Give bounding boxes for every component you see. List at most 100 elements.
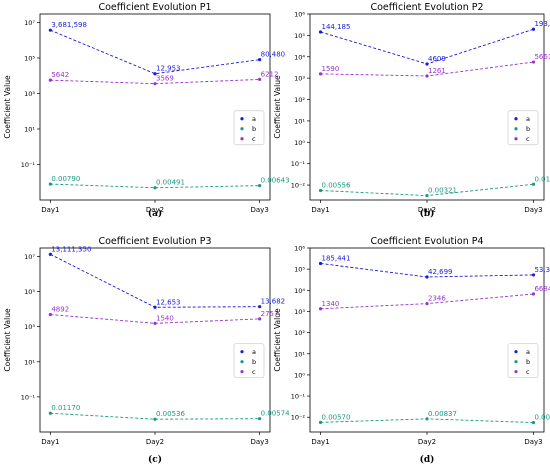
x-tick-label: Day3 [524, 438, 542, 446]
chart-panel-1: Coefficient Evolution P1 Coefficient Valu… [3, 2, 290, 219]
plot-frame [39, 13, 271, 201]
plot-frame [309, 13, 545, 201]
series-a: 13,111,350 12,653 13,682 [48, 245, 285, 309]
series-b: 0.00790 0.00491 0.00643 [48, 175, 290, 190]
series-line [320, 28, 534, 65]
data-point [258, 58, 262, 62]
legend-label: c [252, 368, 256, 376]
y-tick-label: 10⁷ [24, 19, 35, 27]
series-c: 1340 2346 6684 [318, 285, 550, 311]
y-axis-label: Coefficient Value [3, 308, 12, 372]
x-tick-label: Day1 [41, 438, 59, 446]
series-b: 0.01170 0.00536 0.00574 [48, 404, 290, 421]
data-label: 2757 [261, 310, 279, 318]
y-tick-label: 10⁶ [294, 11, 305, 19]
legend-box [233, 110, 265, 146]
data-label: 0.01090 [534, 175, 550, 183]
data-label: 12,953 [156, 65, 181, 73]
y-tick-label: 10¹ [294, 350, 305, 358]
data-label: 1590 [322, 65, 340, 73]
legend-marker [240, 137, 244, 141]
legend-label: c [252, 135, 256, 143]
chart-title: Coefficient Evolution P2 [370, 2, 483, 13]
legend-box [507, 110, 539, 146]
data-label: 0.00837 [428, 410, 457, 418]
legend: abc [507, 110, 539, 146]
data-point [425, 194, 429, 198]
data-point [531, 182, 536, 186]
x-tick-label: Day2 [418, 206, 436, 214]
data-label: 1340 [322, 300, 340, 308]
legend-label: b [526, 125, 530, 133]
series-line [320, 293, 534, 310]
data-point [318, 420, 323, 424]
legend-label: a [252, 115, 256, 123]
data-label: 13,111,350 [51, 245, 91, 253]
y-tick-label: 10⁵ [294, 266, 305, 274]
data-point [425, 417, 429, 421]
series-a: 3,681,598 12,953 80,480 [48, 21, 285, 76]
data-point [153, 186, 157, 190]
legend-label: b [526, 358, 530, 366]
y-tick-label: 10⁵ [294, 32, 305, 40]
data-point [153, 82, 157, 86]
series-b: 0.00556 0.00321 0.01090 [318, 175, 550, 198]
legend-marker [240, 350, 244, 354]
data-label: 3,681,598 [51, 21, 87, 29]
data-label: 0.00556 [322, 182, 351, 190]
data-label: 185,441 [322, 254, 351, 262]
legend-marker [240, 127, 244, 131]
data-point [318, 72, 323, 76]
y-tick-label: 10⁻¹ [291, 160, 306, 168]
y-tick-label: 10³ [294, 308, 305, 316]
x-tick-label: Day3 [524, 206, 542, 214]
data-label: 3569 [156, 75, 174, 83]
data-label: 4892 [51, 306, 69, 314]
data-label: 1261 [428, 67, 446, 75]
data-label: 1540 [156, 314, 174, 322]
data-point [531, 292, 536, 296]
data-point [425, 74, 429, 78]
data-label: 0.00558 [534, 414, 550, 422]
chart-title: Coefficient Evolution P1 [98, 2, 211, 13]
data-label: 193,674 [534, 20, 550, 28]
data-point [48, 312, 52, 317]
legend-marker [514, 117, 518, 121]
legend-marker [514, 360, 518, 364]
y-tick-label: 10⁻¹ [21, 161, 36, 169]
series-c: 1590 1261 5661 [318, 53, 550, 78]
x-tick-label: Day2 [418, 438, 436, 446]
data-point [258, 317, 262, 321]
y-axis-label: Coefficient Value [273, 75, 282, 139]
y-tick-label: 10² [294, 329, 305, 337]
data-point [153, 305, 157, 309]
legend-marker [514, 350, 518, 354]
series-line [320, 263, 534, 278]
data-label: 42,699 [428, 268, 453, 276]
subfigure-caption: (b) [420, 208, 435, 219]
data-label: 6212 [261, 70, 279, 78]
data-label: 0.00574 [261, 410, 290, 418]
legend-box [233, 343, 265, 379]
data-label: 144,185 [322, 23, 351, 31]
legend-label: c [526, 368, 530, 376]
legend-label: a [252, 348, 256, 356]
legend: abc [507, 343, 539, 379]
y-axis-label: Coefficient Value [273, 308, 282, 372]
subfigure-caption: (a) [148, 208, 162, 219]
chart-panel-4: Coefficient Evolution P4 Coefficient Valu… [273, 236, 550, 465]
data-point [531, 273, 536, 277]
series-a: 144,185 4609 193,674 [318, 20, 550, 66]
data-label: 0.00536 [156, 410, 185, 418]
legend-marker [514, 127, 518, 131]
data-point [318, 261, 323, 266]
data-label: 0.00790 [51, 175, 80, 183]
chart-title: Coefficient Evolution P3 [98, 236, 211, 247]
y-tick-label: 10⁻¹ [21, 393, 36, 401]
series-a: 185,441 42,699 53,378 [318, 254, 550, 279]
y-tick-label: 10⁰ [294, 139, 305, 147]
data-label: 5642 [51, 71, 69, 79]
legend: abc [233, 110, 265, 146]
x-tick-label: Day3 [251, 206, 269, 214]
legend-label: a [526, 348, 530, 356]
